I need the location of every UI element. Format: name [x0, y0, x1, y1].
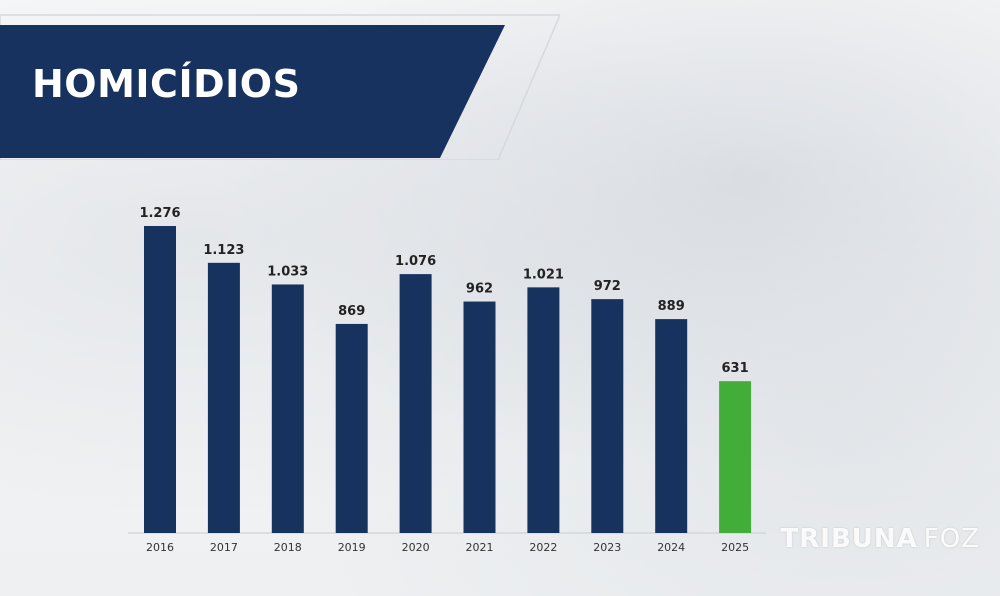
- x-tick-label-2016: 2016: [146, 541, 174, 554]
- bar-2021: [463, 301, 496, 533]
- bar-2025: [719, 381, 752, 533]
- value-label-2022: 1.021: [523, 267, 564, 282]
- value-label-2019: 869: [338, 304, 365, 319]
- chart-title: HOMICÍDIOS: [32, 62, 301, 106]
- title-banner: [0, 14, 560, 160]
- bar-2024: [655, 319, 688, 533]
- x-tick-label-2021: 2021: [466, 541, 494, 554]
- bar-2017: [207, 262, 240, 533]
- bar-2020: [399, 274, 432, 533]
- value-label-2025: 631: [722, 361, 749, 376]
- value-label-2017: 1.123: [203, 243, 244, 258]
- bar-2018: [271, 284, 304, 533]
- x-tick-label-2022: 2022: [529, 541, 557, 554]
- value-label-2021: 962: [466, 282, 493, 297]
- bar-2023: [591, 299, 624, 533]
- watermark-text-1: TRIBUNA: [780, 524, 918, 554]
- watermark-logo: TRIBUNA FOZ: [781, 524, 980, 554]
- bar-2019: [335, 323, 368, 533]
- x-tick-label-2017: 2017: [210, 541, 238, 554]
- x-tick-label-2020: 2020: [402, 541, 430, 554]
- value-label-2024: 889: [658, 299, 685, 314]
- value-label-2020: 1.076: [395, 254, 436, 269]
- x-tick-label-2024: 2024: [657, 541, 685, 554]
- x-tick-label-2023: 2023: [593, 541, 621, 554]
- bar-2016: [144, 226, 176, 533]
- watermark-text-2: FOZ: [923, 524, 980, 554]
- x-tick-label-2019: 2019: [338, 541, 366, 554]
- x-tick-label-2025: 2025: [721, 541, 749, 554]
- value-label-2018: 1.033: [267, 264, 308, 279]
- value-label-2023: 972: [594, 279, 621, 294]
- bar-2022: [527, 287, 560, 533]
- x-tick-label-2018: 2018: [274, 541, 302, 554]
- value-label-2016: 1.276: [139, 206, 180, 221]
